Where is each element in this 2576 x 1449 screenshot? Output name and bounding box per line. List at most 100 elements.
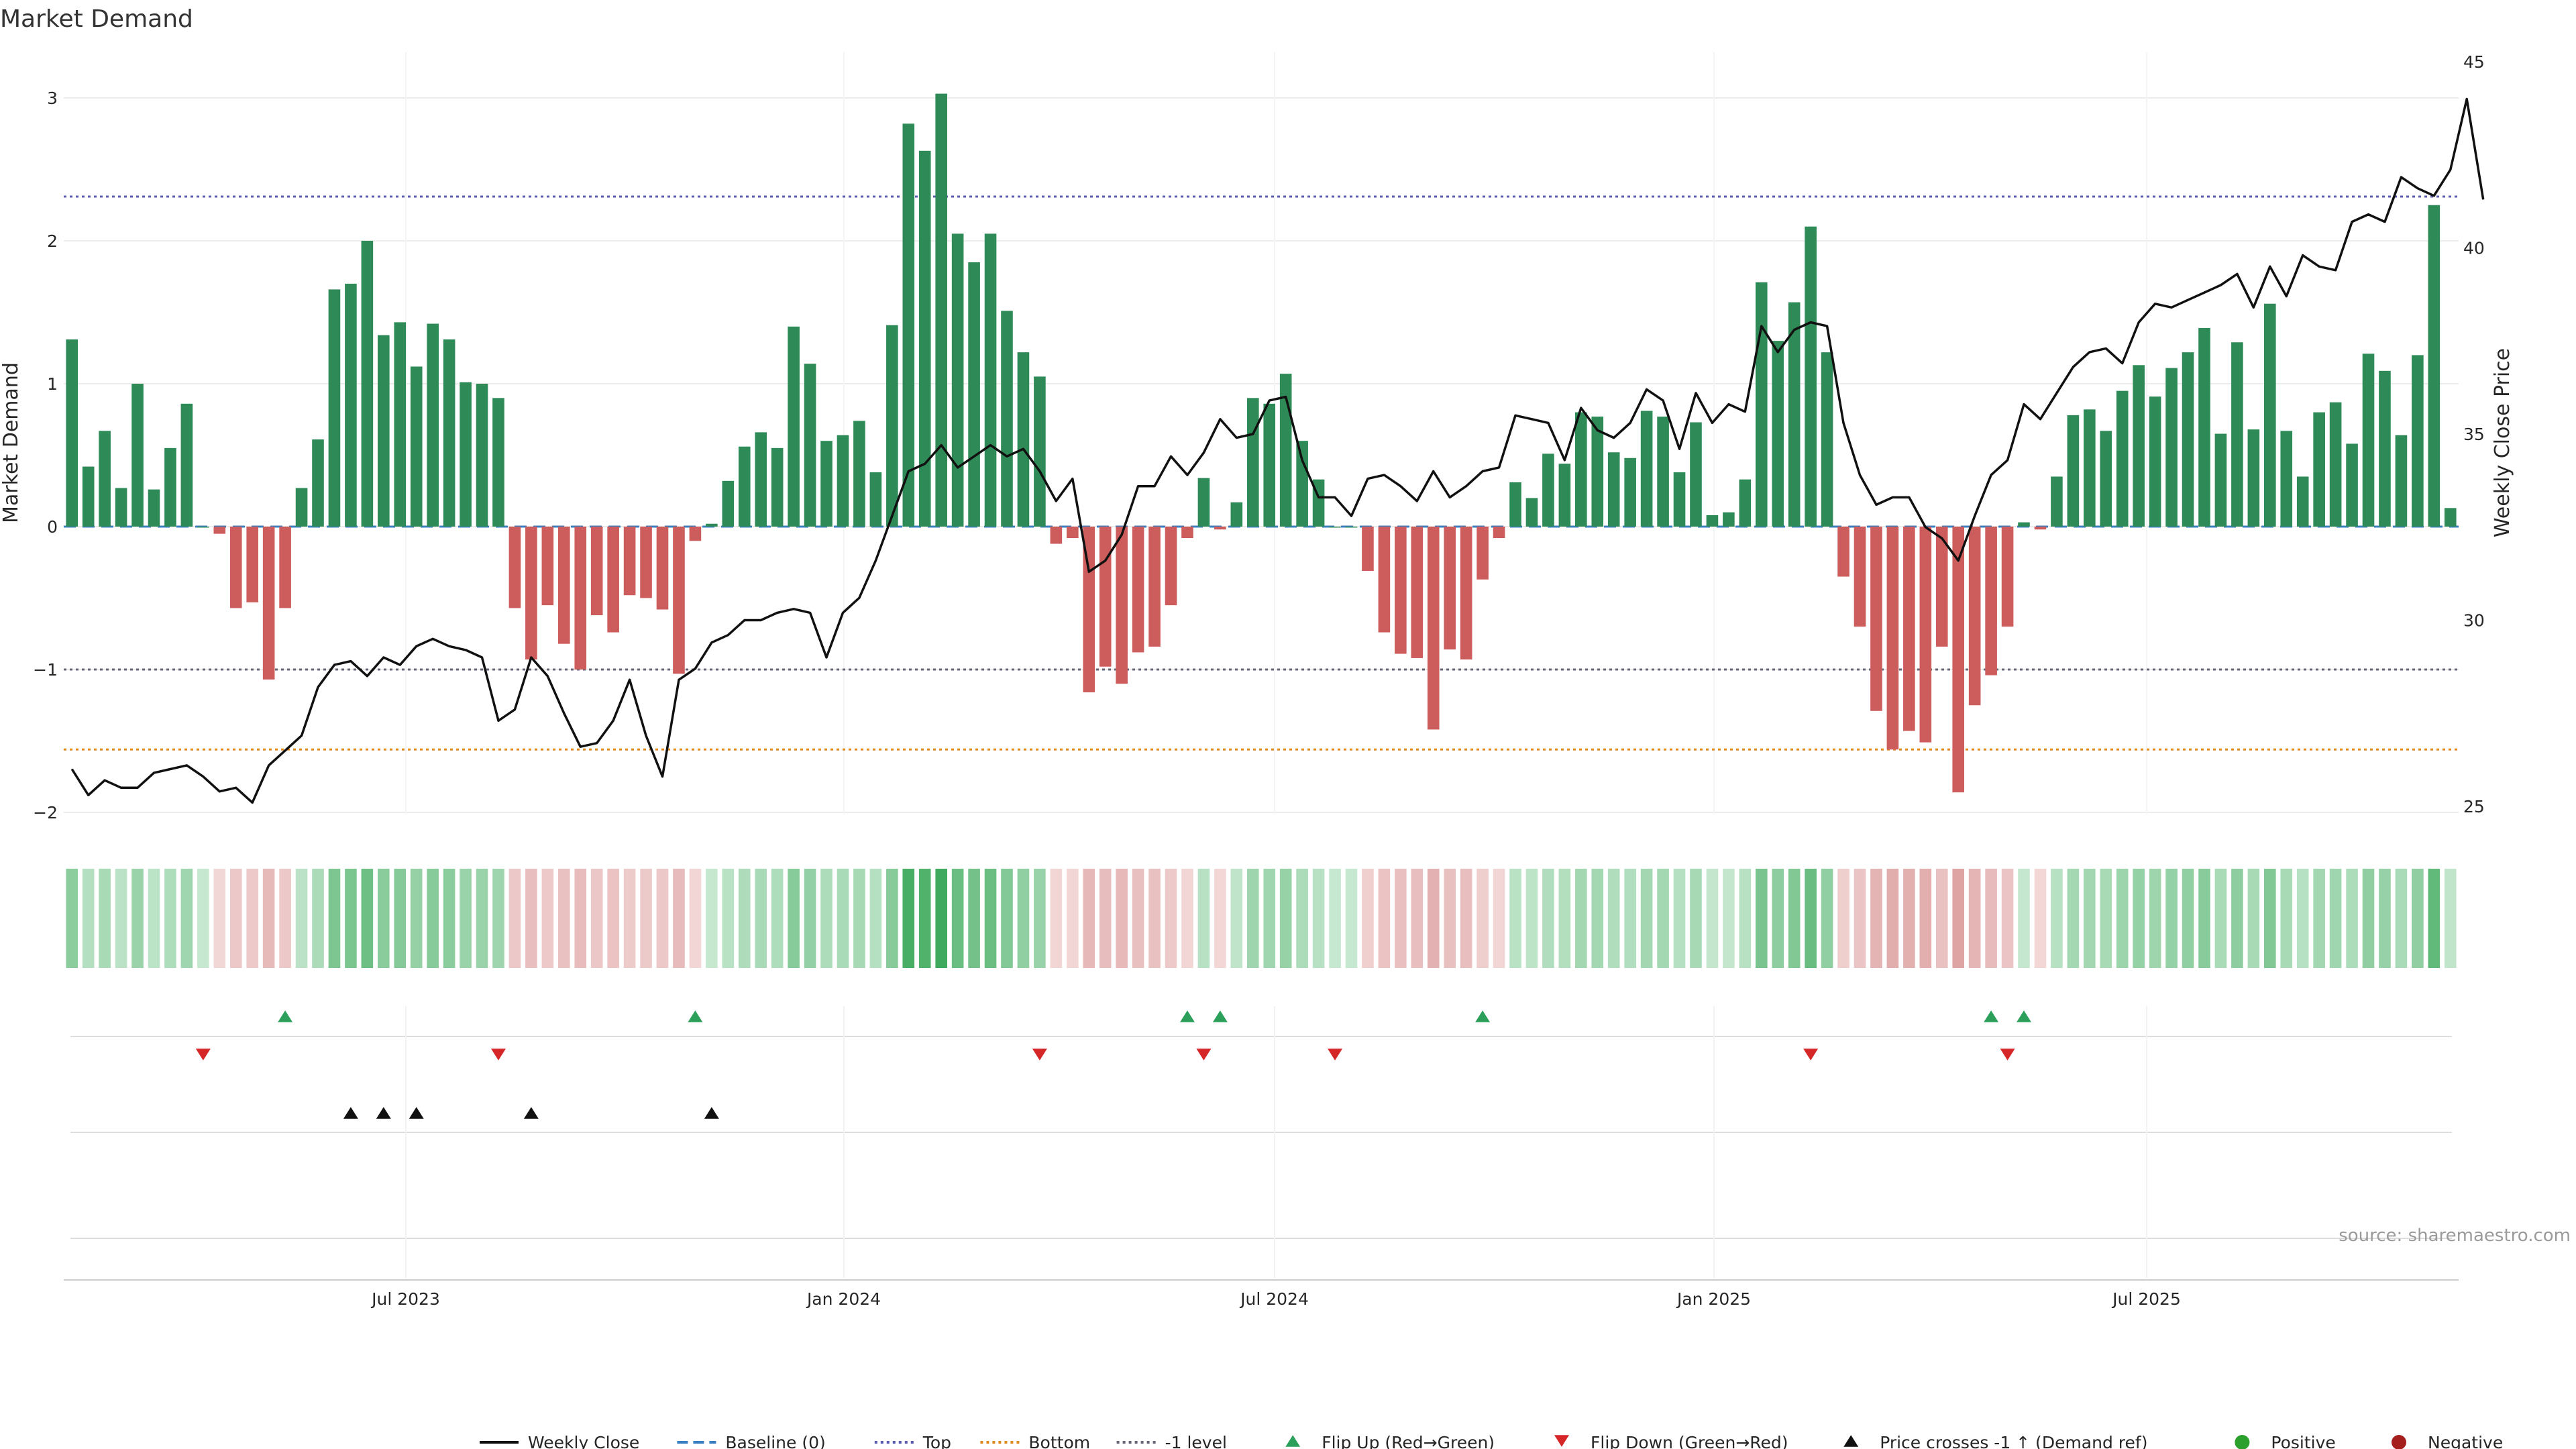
heat-cell xyxy=(2100,869,2112,968)
heat-cell xyxy=(2001,869,2014,968)
legend-item: Bottom xyxy=(980,1433,1090,1449)
positive-bar xyxy=(706,523,718,527)
heat-cell xyxy=(1099,869,1112,968)
signal-lanes xyxy=(64,1006,2459,1281)
negative-bar xyxy=(213,527,226,534)
heat-cell xyxy=(2051,869,2063,968)
negative-bar xyxy=(1378,527,1391,633)
heat-cell xyxy=(295,869,308,968)
legend-label: -1 level xyxy=(1165,1433,1227,1449)
flip-up-marker xyxy=(688,1010,703,1022)
demand-heat-strip xyxy=(66,869,2457,968)
positive-bar xyxy=(1755,282,1768,527)
heat-cell xyxy=(820,869,833,968)
heat-cell xyxy=(1378,869,1391,968)
positive-bar xyxy=(1788,302,1801,527)
heat-cell xyxy=(443,869,455,968)
heat-cell xyxy=(1837,869,1849,968)
weekly-close-line xyxy=(70,97,2485,804)
flip-up-marker xyxy=(1475,1010,1491,1022)
negative-bar xyxy=(1477,527,1489,580)
heat-cell xyxy=(2149,869,2161,968)
heat-cell xyxy=(1673,869,1686,968)
positive-bar xyxy=(1673,472,1686,527)
heat-cell xyxy=(590,869,603,968)
positive-bar xyxy=(804,364,816,527)
legend-item: -1 level xyxy=(1116,1433,1227,1449)
positive-bar xyxy=(1607,452,1620,527)
heat-cell xyxy=(640,869,652,968)
heat-cell xyxy=(1296,869,1308,968)
positive-bar xyxy=(722,480,735,527)
legend-swatch xyxy=(1843,1435,1859,1447)
positive-bar xyxy=(410,366,423,527)
heat-cell xyxy=(361,869,374,968)
y2-tick-label: 35 xyxy=(2463,425,2485,444)
positive-bar xyxy=(180,403,193,527)
y-tick-label: −2 xyxy=(33,803,58,822)
heat-cell xyxy=(312,869,324,968)
positive-bar xyxy=(968,262,980,527)
heat-cell xyxy=(2067,869,2080,968)
positive-bar xyxy=(1230,502,1243,527)
positive-bar xyxy=(1657,416,1669,527)
x-tick-label: Jul 2025 xyxy=(2111,1289,2181,1309)
y2-tick-label: 40 xyxy=(2463,239,2485,258)
heat-cell xyxy=(1034,869,1046,968)
heat-cell xyxy=(1345,869,1358,968)
negative-bar xyxy=(557,527,570,644)
positive-bar xyxy=(2346,443,2358,527)
flip-up-marker xyxy=(1212,1010,1228,1022)
heat-cell xyxy=(378,869,390,968)
heat-cell xyxy=(1411,869,1424,968)
positive-bar xyxy=(2214,433,2227,527)
negative-bar xyxy=(1132,527,1144,653)
positive-bar xyxy=(148,489,160,527)
heat-cell xyxy=(755,869,767,968)
weekly-close-series xyxy=(70,97,2485,804)
positive-bar xyxy=(2329,402,2342,527)
positive-bar xyxy=(2395,435,2408,527)
heat-cell xyxy=(1854,869,1866,968)
heat-cell xyxy=(2133,869,2145,968)
negative-bar xyxy=(1214,527,1226,530)
negative-bar xyxy=(1854,527,1866,627)
positive-bar xyxy=(2247,429,2260,527)
positive-bar xyxy=(82,466,95,527)
positive-bar xyxy=(131,384,144,527)
negative-bar xyxy=(623,527,636,596)
heat-cell xyxy=(1903,869,1915,968)
negative-bar xyxy=(673,527,685,674)
negative-bar xyxy=(1395,527,1407,654)
positive-bar xyxy=(1624,458,1636,527)
y-axis-label: Market Demand xyxy=(0,362,23,523)
negative-bar xyxy=(656,527,669,610)
legend-item: Baseline (0) xyxy=(677,1433,826,1449)
grid-lines xyxy=(64,52,2459,814)
positive-bar xyxy=(1739,479,1752,527)
heat-cell xyxy=(706,869,718,968)
heat-cell xyxy=(1017,869,1030,968)
heat-cell xyxy=(2198,869,2210,968)
positive-bar xyxy=(771,447,784,527)
positive-bar xyxy=(869,472,882,527)
legend-item: Positive xyxy=(2235,1433,2336,1449)
heat-cell xyxy=(853,869,865,968)
negative-bar xyxy=(1903,527,1915,731)
heat-cell xyxy=(2379,869,2391,968)
heat-cell xyxy=(1509,869,1521,968)
heat-cell xyxy=(788,869,800,968)
heat-cell xyxy=(1246,869,1259,968)
positive-bar xyxy=(345,283,357,527)
positive-bar xyxy=(918,150,931,527)
heat-cell xyxy=(2034,869,2047,968)
heat-cell xyxy=(1460,869,1472,968)
positive-bar xyxy=(2182,352,2194,527)
legend-item: Price crosses -1 ↑ (Demand ref) xyxy=(1843,1433,2147,1449)
legend-label: Baseline (0) xyxy=(725,1433,825,1449)
heat-cell xyxy=(2182,869,2194,968)
y-tick-label: 2 xyxy=(47,231,58,251)
negative-bar xyxy=(2001,527,2014,627)
positive-bar xyxy=(1575,412,1587,527)
